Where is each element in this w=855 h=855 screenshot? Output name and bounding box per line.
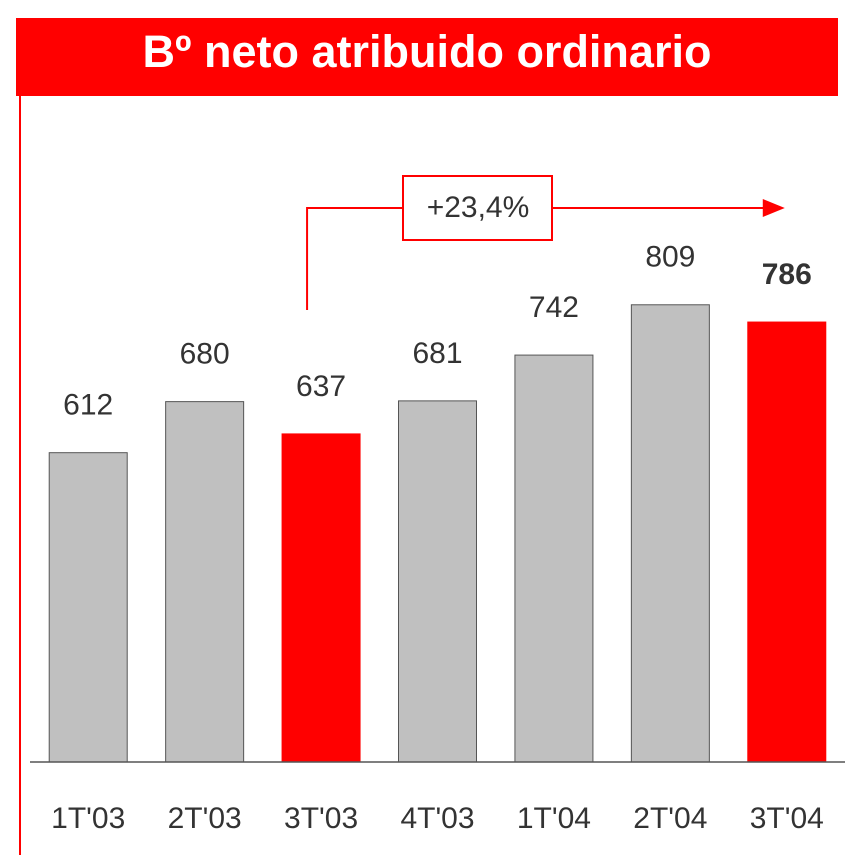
bar [514,354,594,763]
bar [630,304,710,763]
bar [165,401,245,763]
x-tick-label: 4T'03 [400,802,474,835]
bar [398,400,477,763]
arrow-head [762,199,785,217]
value-label: 681 [412,337,462,370]
annotation-text: +23,4% [427,191,530,224]
x-tick-label: 2T'03 [168,802,242,835]
x-tick-label: 2T'04 [633,802,707,835]
value-label: 637 [296,370,346,403]
chart-title: Bº neto atribuido ordinario [143,26,712,77]
bar [48,452,128,763]
value-label: 809 [645,241,695,274]
x-tick-label: 1T'03 [51,802,125,835]
bar [747,321,827,763]
value-label: 612 [63,389,113,422]
x-tick-label: 1T'04 [517,802,591,835]
value-label: 742 [529,291,579,324]
x-tick-label: 3T'03 [284,802,358,835]
title-bar [16,18,838,96]
annotation-box [402,175,553,241]
annotation-arrow [306,207,767,310]
bar [281,433,361,763]
value-label: 680 [180,338,230,371]
x-tick-label: 3T'04 [750,802,824,835]
value-label: 786 [762,258,812,291]
